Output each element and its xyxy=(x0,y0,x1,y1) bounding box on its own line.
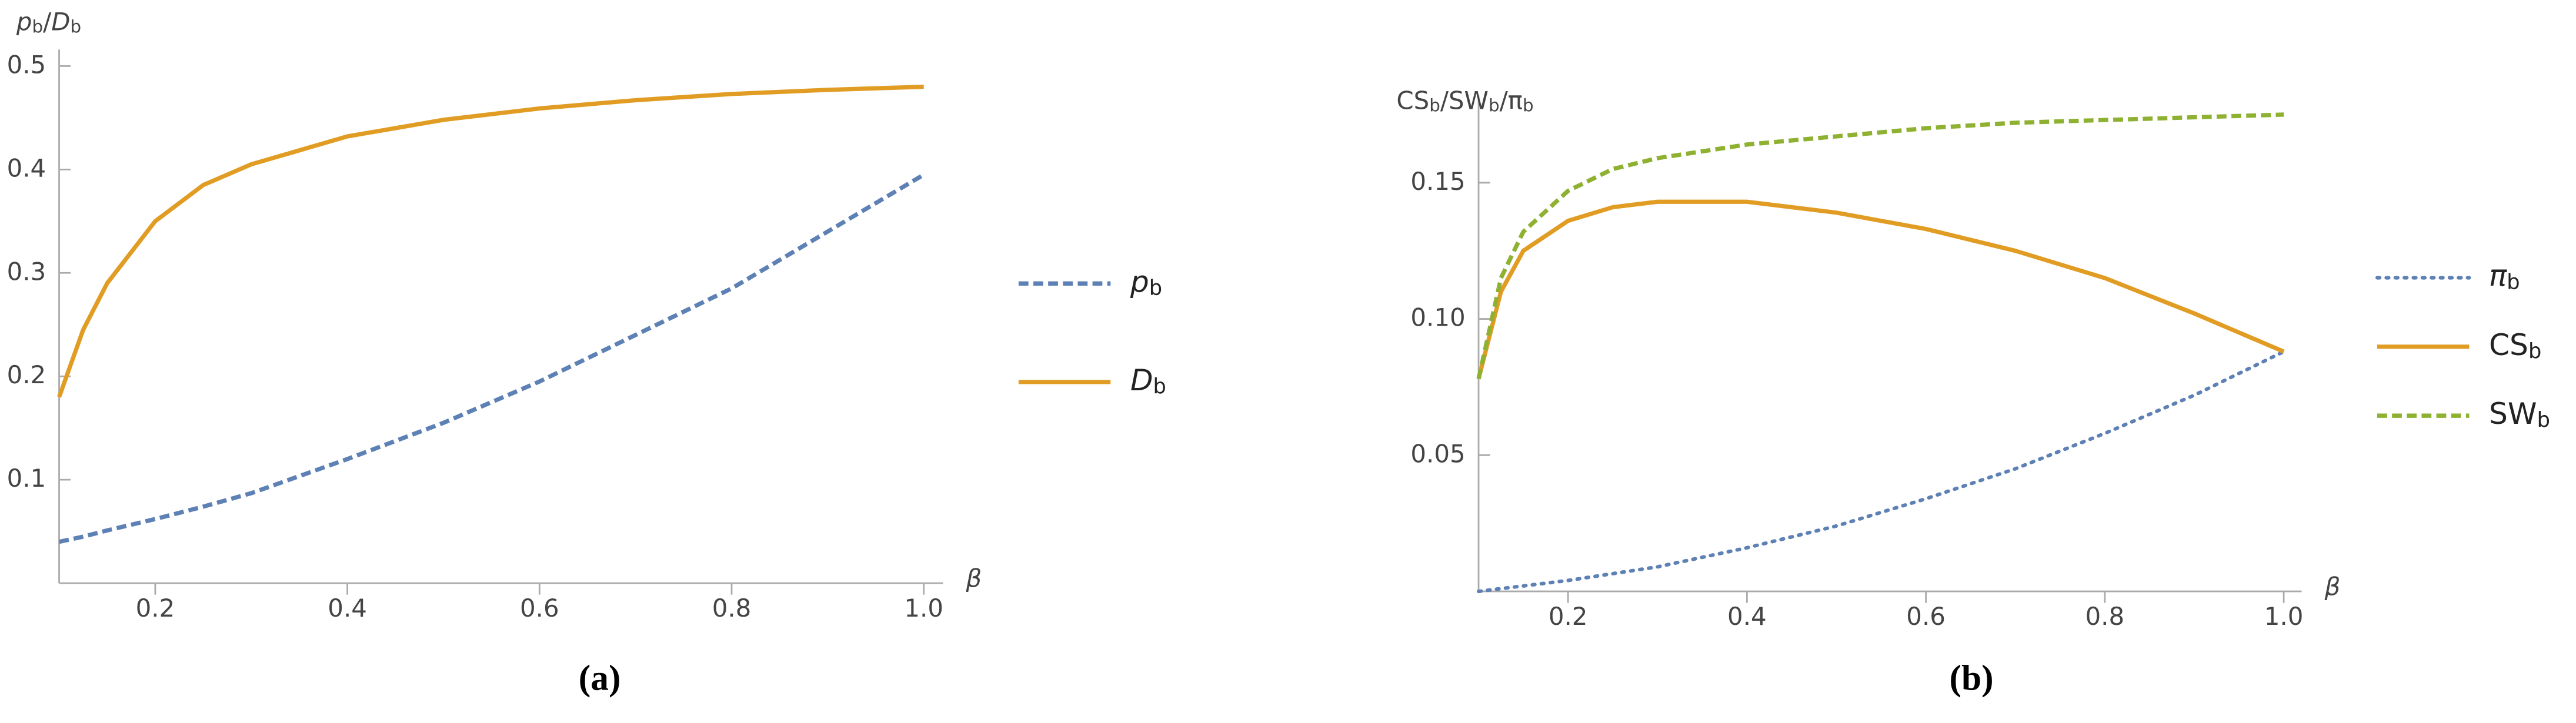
x-tick-label: 1.0 xyxy=(2264,601,2304,630)
series-line xyxy=(1476,112,2284,380)
legend-label: Db xyxy=(1130,362,1166,398)
series-line xyxy=(1476,199,2285,380)
legend-label: πb xyxy=(2489,258,2520,294)
y-tick-label: 0.05 xyxy=(1410,439,1465,468)
y-axis-label: pb/Db xyxy=(16,7,81,36)
series-line xyxy=(58,173,925,544)
y-tick-label: 0.15 xyxy=(1410,166,1465,195)
x-tick-label: 0.6 xyxy=(1906,601,1946,630)
y-axis-label: CSb/SWb/πb xyxy=(1396,86,1533,115)
y-tick-label: 0.4 xyxy=(7,153,46,182)
x-tick-label: 0.8 xyxy=(2086,601,2125,630)
series-line xyxy=(1476,350,2286,594)
x-axis-label: β xyxy=(2324,572,2341,601)
y-tick-label: 0.2 xyxy=(7,360,46,389)
x-tick-label: 0.4 xyxy=(1727,601,1767,630)
legend-label: CSb xyxy=(2489,327,2541,363)
series-line xyxy=(57,84,924,398)
x-tick-label: 0.4 xyxy=(328,593,367,622)
y-tick-label: 0.5 xyxy=(7,50,46,79)
x-tick-label: 0.2 xyxy=(1549,601,1588,630)
x-tick-label: 1.0 xyxy=(904,593,943,622)
legend-label: pb xyxy=(1130,264,1162,300)
x-tick-label: 0.8 xyxy=(712,593,752,622)
legend-label: SWb xyxy=(2489,396,2550,432)
y-tick-label: 0.3 xyxy=(7,257,46,286)
x-tick-label: 0.6 xyxy=(520,593,559,622)
x-tick-label: 0.2 xyxy=(136,593,175,622)
y-tick-label: 0.10 xyxy=(1410,303,1465,332)
caption: (a) xyxy=(579,658,621,698)
y-tick-label: 0.1 xyxy=(7,464,46,493)
x-axis-label: β xyxy=(965,564,982,593)
caption: (b) xyxy=(1949,658,1993,698)
